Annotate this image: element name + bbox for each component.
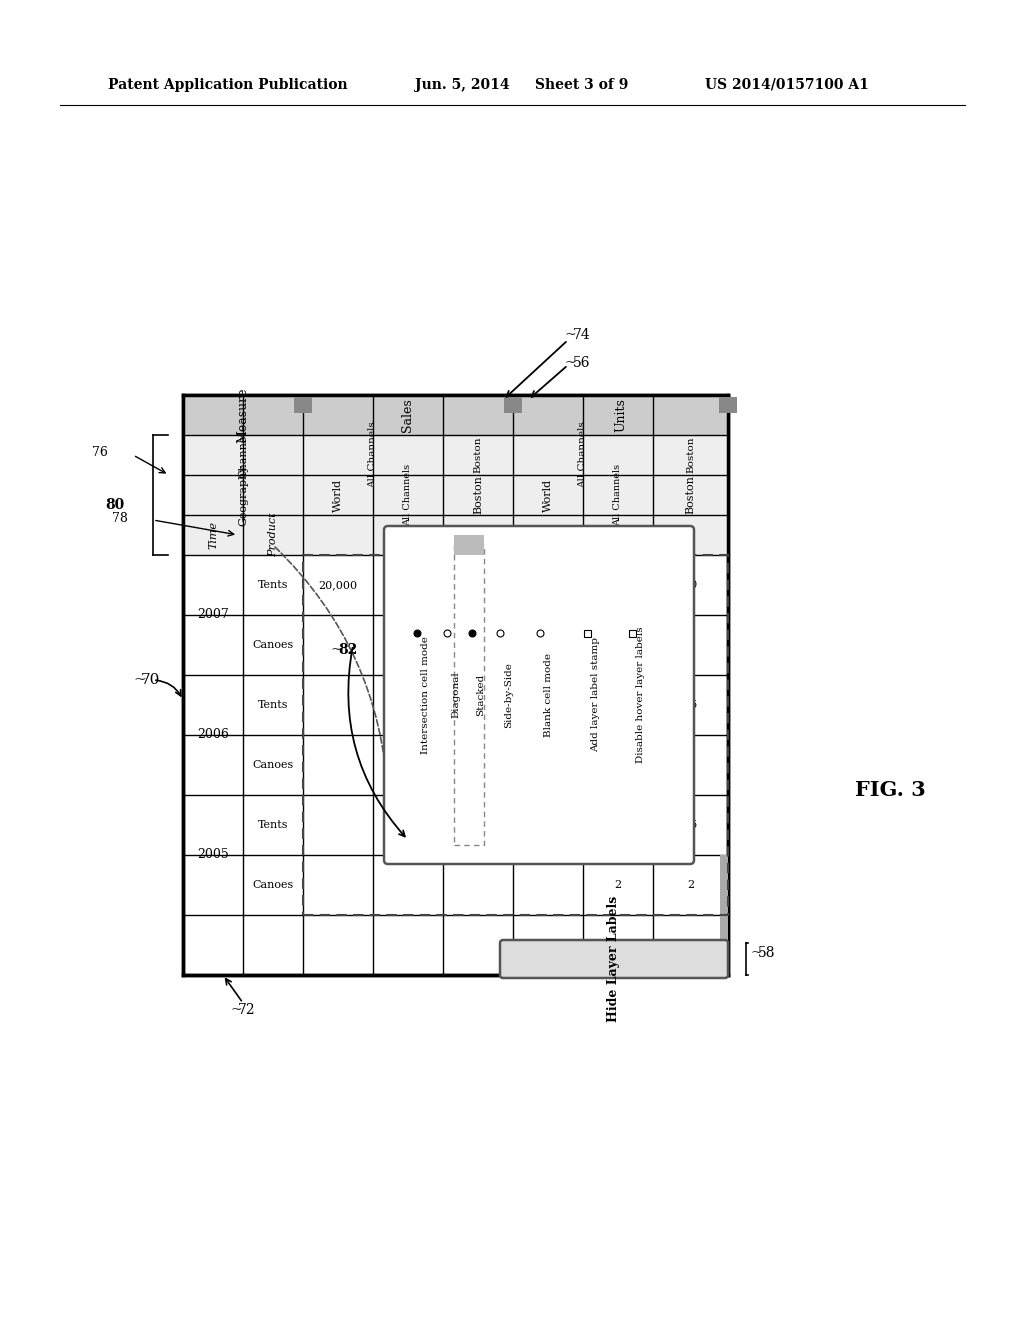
Text: Canoes: Canoes bbox=[252, 760, 294, 770]
Text: Boston: Boston bbox=[473, 475, 483, 515]
Text: US 2014/0157100 A1: US 2014/0157100 A1 bbox=[705, 78, 869, 92]
Text: 80: 80 bbox=[105, 498, 125, 512]
Bar bbox=[183, 515, 728, 554]
FancyBboxPatch shape bbox=[500, 940, 728, 978]
Text: ~: ~ bbox=[750, 946, 762, 960]
Text: Boston: Boston bbox=[686, 437, 695, 474]
Text: Disable hover layer labels: Disable hover layer labels bbox=[636, 627, 645, 763]
Text: Hide Layer Labels: Hide Layer Labels bbox=[607, 896, 621, 1022]
Text: Boston: Boston bbox=[685, 475, 695, 515]
Text: 50: 50 bbox=[611, 579, 625, 590]
Text: Intersection cell mode: Intersection cell mode bbox=[421, 636, 430, 754]
Bar bbox=[720, 855, 728, 975]
Text: ~: ~ bbox=[565, 327, 577, 342]
Text: 500: 500 bbox=[467, 579, 488, 590]
Text: 20,000: 20,000 bbox=[318, 579, 357, 590]
Bar bbox=[303, 554, 728, 915]
Text: Add layer label stamp: Add layer label stamp bbox=[591, 638, 600, 752]
Text: Sheet 3 of 9: Sheet 3 of 9 bbox=[535, 78, 629, 92]
Text: 78: 78 bbox=[112, 511, 128, 524]
Bar bbox=[454, 535, 484, 554]
Text: Jun. 5, 2014: Jun. 5, 2014 bbox=[415, 78, 510, 92]
Text: ~: ~ bbox=[565, 356, 577, 370]
Text: All Channels: All Channels bbox=[403, 463, 413, 527]
Bar bbox=[719, 397, 737, 413]
Bar bbox=[183, 436, 728, 475]
FancyBboxPatch shape bbox=[384, 525, 694, 865]
Bar bbox=[454, 545, 484, 845]
Bar bbox=[294, 397, 312, 413]
Text: Geography: Geography bbox=[238, 465, 248, 525]
Text: 72: 72 bbox=[238, 1003, 256, 1016]
Text: ~: ~ bbox=[230, 1003, 242, 1016]
Text: Canoes: Canoes bbox=[252, 880, 294, 890]
Text: All Channels: All Channels bbox=[613, 463, 623, 527]
Text: Canoes: Canoes bbox=[252, 640, 294, 649]
Bar bbox=[629, 630, 636, 636]
Text: 56: 56 bbox=[573, 356, 591, 370]
Text: ~: ~ bbox=[133, 673, 145, 686]
Text: Product: Product bbox=[268, 512, 278, 557]
Text: 25: 25 bbox=[683, 700, 697, 710]
Text: 2: 2 bbox=[614, 880, 622, 890]
Text: Blank cell mode: Blank cell mode bbox=[544, 653, 553, 737]
Bar bbox=[183, 475, 728, 515]
Text: 2007: 2007 bbox=[198, 609, 229, 622]
Text: World: World bbox=[543, 478, 553, 512]
Text: 15: 15 bbox=[683, 820, 697, 830]
Text: 50: 50 bbox=[683, 579, 697, 590]
Text: 82: 82 bbox=[338, 643, 357, 657]
Bar bbox=[183, 395, 728, 436]
Text: 8: 8 bbox=[687, 640, 694, 649]
Text: Tents: Tents bbox=[258, 700, 288, 710]
Text: All Channels: All Channels bbox=[369, 421, 378, 488]
Text: Measure: Measure bbox=[237, 387, 250, 442]
Text: Tents: Tents bbox=[258, 579, 288, 590]
Bar bbox=[183, 395, 728, 975]
Text: Diagonal: Diagonal bbox=[451, 672, 460, 718]
Text: 15: 15 bbox=[611, 820, 625, 830]
Text: Patent Application Publication: Patent Application Publication bbox=[108, 78, 347, 92]
Text: ~: ~ bbox=[330, 643, 342, 657]
Text: 58: 58 bbox=[758, 946, 775, 960]
Bar bbox=[504, 397, 522, 413]
Text: 76: 76 bbox=[92, 446, 108, 459]
Text: 2005: 2005 bbox=[198, 849, 229, 862]
Text: 4: 4 bbox=[687, 760, 694, 770]
Text: Boston: Boston bbox=[473, 437, 482, 474]
Text: 500: 500 bbox=[397, 579, 419, 590]
Text: 25: 25 bbox=[611, 700, 625, 710]
Text: Channel: Channel bbox=[238, 432, 248, 478]
Text: Tents: Tents bbox=[258, 820, 288, 830]
Text: 4: 4 bbox=[614, 760, 622, 770]
Text: 8: 8 bbox=[614, 640, 622, 649]
Text: Stacked: Stacked bbox=[476, 675, 485, 717]
Bar bbox=[584, 630, 591, 636]
Text: 200: 200 bbox=[538, 579, 559, 590]
Text: 74: 74 bbox=[573, 327, 591, 342]
Text: Units: Units bbox=[614, 399, 627, 432]
Text: All Channels: All Channels bbox=[579, 421, 588, 488]
Text: 2006: 2006 bbox=[197, 729, 229, 742]
Text: Side-by-Side: Side-by-Side bbox=[504, 663, 513, 727]
Text: Sales: Sales bbox=[401, 399, 415, 432]
Text: 2: 2 bbox=[687, 880, 694, 890]
Text: Time: Time bbox=[208, 521, 218, 549]
Text: FIG. 3: FIG. 3 bbox=[855, 780, 926, 800]
Text: World: World bbox=[333, 478, 343, 512]
Text: 70: 70 bbox=[141, 673, 161, 686]
